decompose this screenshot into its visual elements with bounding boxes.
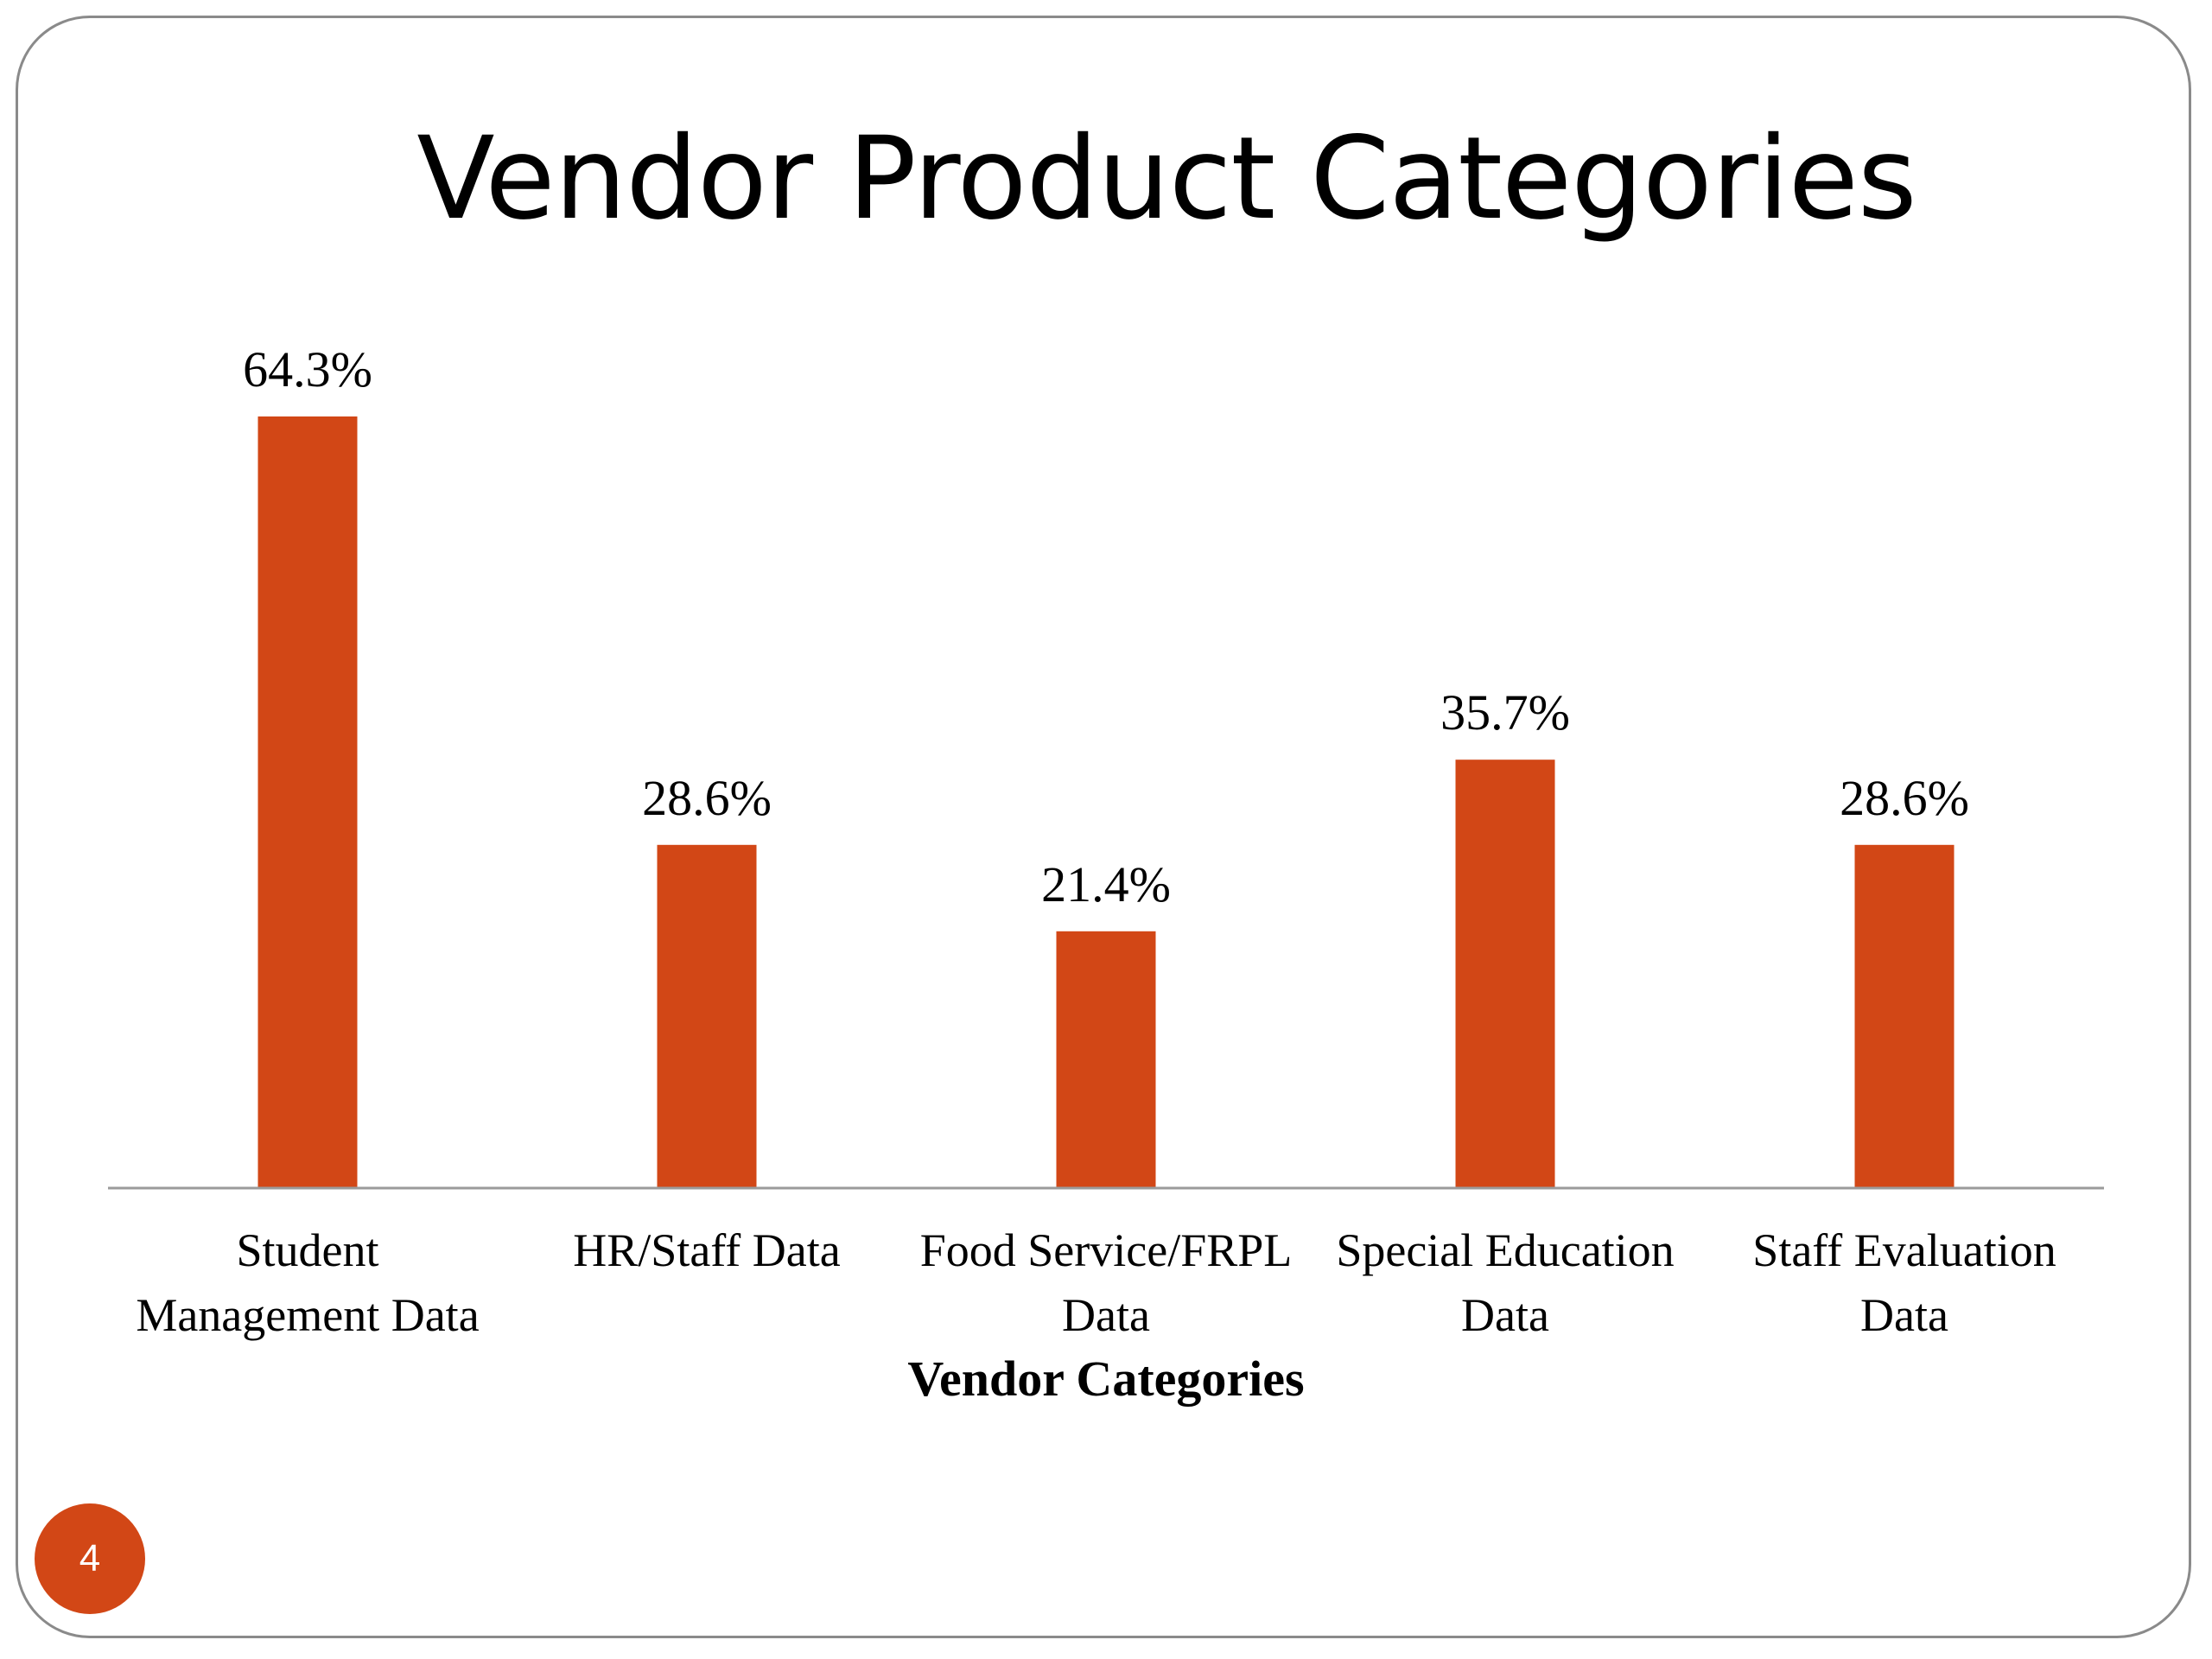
bar (1854, 844, 1955, 1188)
category-tick-label: HR/Staff Data (573, 1224, 840, 1276)
category-tick-label-line: Staff Evaluation (1752, 1224, 2056, 1276)
page-number-badge: 4 (35, 1503, 145, 1614)
category-tick-label-line: Food Service/FRPL (920, 1224, 1293, 1276)
category-tick-label: Food Service/FRPL Data (920, 1224, 1293, 1341)
bar (657, 844, 757, 1188)
slide-title: Vendor Product Categories (416, 112, 1916, 245)
bar (1056, 931, 1156, 1188)
x-axis-title: Vendor Categories (907, 1351, 1304, 1407)
bar (1455, 760, 1555, 1188)
slide-frame (16, 16, 2191, 1638)
bar (257, 416, 358, 1188)
category-tick-label: Special Education Data (1336, 1224, 1674, 1341)
category-tick-label: Staff Evaluation Data (1752, 1224, 2056, 1341)
data-label: 21.4% (1041, 856, 1171, 912)
category-tick-label-line: Special Education (1336, 1224, 1674, 1276)
data-label: 35.7% (1440, 684, 1570, 741)
bars-layer (257, 416, 1955, 1188)
category-tick-label-line: Student (236, 1224, 378, 1276)
data-label: 28.6% (642, 770, 772, 826)
category-tick-label-line: Data (1860, 1289, 1948, 1341)
category-tick-label-line: Management Data (136, 1289, 479, 1341)
category-tick-label: Student Management Data (136, 1224, 479, 1341)
value-labels-layer: 64.3% 28.6% 21.4% 35.7% 28.6% (243, 341, 1969, 912)
data-label: 64.3% (243, 341, 372, 397)
data-label: 28.6% (1840, 770, 1969, 826)
category-tick-label-line: Data (1062, 1289, 1150, 1341)
category-tick-label-line: Data (1461, 1289, 1549, 1341)
category-tick-label-line: HR/Staff Data (573, 1224, 840, 1276)
category-labels-layer: Student Management Data HR/Staff Data Food … (136, 1224, 2056, 1341)
